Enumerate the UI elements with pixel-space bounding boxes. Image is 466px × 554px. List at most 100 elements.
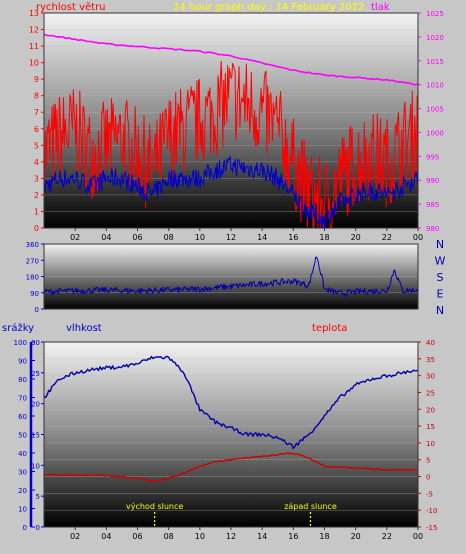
wind-direction-degree-axis: 0 90 180 270 360 [26, 241, 44, 314]
wind-speed-tick-label: 3 [34, 174, 39, 183]
precipitation-tick-label: 30 [18, 469, 27, 477]
humidity-axis: 0 5 10 15 20 25 30 [31, 339, 44, 532]
precipitation-tick-label: 90 [18, 358, 27, 366]
x-tick-label: 22 [382, 233, 392, 242]
pressure-tick-label: 1025 [426, 10, 444, 18]
wind-speed-tick-label: 6 [34, 125, 39, 134]
pressure-tick-label: 985 [426, 201, 439, 209]
wind-direction-line [43, 256, 419, 297]
wind-speed-tick-label: 8 [34, 92, 39, 101]
wind-speed-tick-label: 1 [34, 207, 39, 216]
x-tick-label: 12 [226, 233, 236, 242]
direction-tick-label: 0 [35, 306, 39, 314]
pressure-tick-label: 1005 [426, 106, 444, 114]
humidity-axis-title: vlhkost [66, 323, 102, 334]
humidity-tick-label: 30 [31, 339, 40, 347]
wind-speed-tick-label: 9 [34, 75, 39, 84]
humidity-tick-label: 5 [36, 493, 40, 501]
temperature-tick-label: 40 [426, 339, 435, 347]
x-tick-label: 00 [413, 532, 423, 541]
precipitation-axis-title: srážky [2, 322, 34, 334]
humidity-tick-label: 10 [31, 462, 40, 470]
x-tick-label: 14 [257, 532, 267, 541]
x-tick-label: 18 [319, 233, 329, 242]
wind-average-line [43, 155, 419, 229]
temperature-tick-label: 0 [426, 474, 430, 482]
temperature-tick-label: 5 [426, 457, 430, 465]
humidity-temperature-series [43, 355, 419, 483]
temperature-tick-label: 25 [426, 389, 435, 397]
direction-tick-label: 270 [26, 257, 39, 265]
pressure-tick-label: 1010 [426, 82, 444, 90]
wind-speed-tick-label: 13 [29, 9, 39, 18]
humidity-temperature-chart: východ slunce západ slunce 01020304050607… [2, 322, 437, 541]
wind-speed-tick-label: 12 [29, 26, 39, 35]
x-tick-label: 08 [164, 233, 174, 242]
x-tick-label: 10 [195, 532, 205, 541]
compass-label: W [435, 255, 446, 268]
wind-speed-tick-label: 4 [34, 158, 39, 167]
x-tick-label: 16 [288, 532, 298, 541]
temperature-line [43, 452, 419, 483]
pressure-axis-title: tlak [371, 2, 390, 13]
humidity-tick-label: 0 [36, 524, 40, 532]
precipitation-tick-label: 60 [18, 413, 27, 421]
temperature-tick-label: -5 [426, 490, 433, 498]
pressure-tick-label: 1000 [426, 129, 444, 137]
temperature-tick-label: -15 [426, 524, 437, 532]
temperature-tick-label: -10 [426, 507, 437, 515]
wind-speed-tick-label: 11 [29, 42, 39, 51]
humidity-temperature-plot-area [44, 342, 418, 527]
direction-tick-label: 360 [26, 241, 39, 249]
precipitation-tick-label: 20 [18, 487, 27, 495]
direction-tick-label: 90 [30, 290, 39, 298]
precipitation-tick-label: 10 [18, 506, 27, 514]
precipitation-tick-label: 40 [18, 450, 27, 458]
x-tick-label: 06 [132, 532, 142, 541]
wind-speed-tick-label: 10 [29, 59, 39, 68]
precipitation-tick-label: 80 [18, 376, 27, 384]
x-tick-label: 10 [195, 233, 205, 242]
compass-label: S [437, 271, 444, 284]
x-tick-label: 22 [382, 532, 392, 541]
humidity-tick-label: 20 [31, 401, 40, 409]
pressure-tick-label: 980 [426, 225, 439, 233]
pressure-tick-label: 1015 [426, 58, 444, 66]
wind-gust-line [43, 60, 419, 229]
x-tick-label: 04 [101, 233, 111, 242]
sunrise-label: východ slunce [126, 502, 183, 511]
pressure-tick-label: 1020 [426, 34, 444, 42]
humidity-line [43, 355, 419, 449]
pressure-tick-label: 990 [426, 177, 439, 185]
temperature-axis: -15 -10 -5 0 5 10 15 20 25 30 35 40 [418, 339, 437, 532]
compass-label: N [436, 238, 444, 251]
wind-pressure-series [43, 33, 419, 229]
pressure-axis: 980 985 990 995 1000 1005 1010 1015 1020 1025 [418, 10, 444, 233]
x-tick-label: 18 [319, 532, 329, 541]
precipitation-axis: 0 10 20 30 40 50 60 70 80 90 100 [14, 339, 35, 532]
chart-title: 24 hour graph day : 14 February 2022 [173, 2, 364, 13]
pressure-tick-label: 995 [426, 153, 439, 161]
wind-speed-tick-label: 5 [34, 141, 39, 150]
wind-pressure-time-axis: 02 04 06 08 10 12 14 16 18 20 22 00 [70, 228, 423, 242]
precipitation-tick-label: 100 [14, 339, 27, 347]
compass-label: N [436, 304, 444, 317]
sun-markers: východ slunce západ slunce [126, 502, 337, 527]
x-tick-label: 20 [351, 233, 361, 242]
wind-speed-tick-label: 7 [34, 108, 39, 117]
temperature-tick-label: 35 [426, 356, 435, 364]
compass-label: E [437, 288, 444, 301]
temperature-tick-label: 15 [426, 423, 435, 431]
precipitation-tick-label: 70 [18, 395, 27, 403]
wind-speed-tick-label: 0 [34, 224, 39, 233]
wind-direction-series [43, 256, 419, 297]
x-tick-label: 08 [164, 532, 174, 541]
temperature-axis-title: teplota [312, 323, 347, 334]
wind-speed-axis-title: rychlost větru [36, 1, 106, 13]
pressure-line [43, 33, 419, 86]
x-tick-label: 00 [413, 233, 423, 242]
